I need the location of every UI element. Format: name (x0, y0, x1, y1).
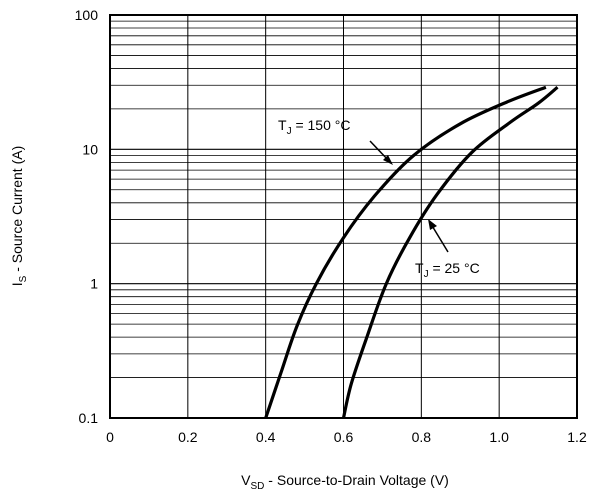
y-axis-ticks: 0.1 1 10 100 (75, 7, 99, 426)
series-lines (264, 85, 559, 419)
annotation-150c-arrowhead (383, 155, 393, 165)
x-tick-label: 0.4 (256, 429, 276, 445)
x-tick-label: 0.6 (334, 429, 354, 445)
chart-grid (110, 15, 577, 418)
y-tick-label: 0.1 (79, 410, 99, 426)
x-tick-label: 0.8 (412, 429, 432, 445)
annotation-25c-arrow (430, 223, 449, 253)
x-tick-label: 1.0 (489, 429, 509, 445)
annotation-25c-arrowhead (428, 219, 437, 230)
y-tick-label: 1 (90, 276, 98, 292)
y-tick-label: 10 (82, 141, 98, 157)
y-tick-label: 100 (75, 7, 99, 23)
annotation-25c: TJ = 25 °C (415, 260, 480, 280)
x-tick-label: 0.2 (178, 429, 198, 445)
x-axis-ticks: 0 0.2 0.4 0.6 0.8 1.0 1.2 (106, 429, 587, 445)
x-tick-label: 0 (106, 429, 114, 445)
series-line-25c (341, 85, 559, 419)
x-axis-label: VSD - Source-to-Drain Voltage (V) (241, 472, 449, 492)
y-axis-label: IS - Source Current (A) (9, 146, 29, 287)
series-line-150c (264, 85, 547, 419)
x-tick-label: 1.2 (567, 429, 587, 445)
annotation-150c: TJ = 150 °C (278, 117, 350, 137)
